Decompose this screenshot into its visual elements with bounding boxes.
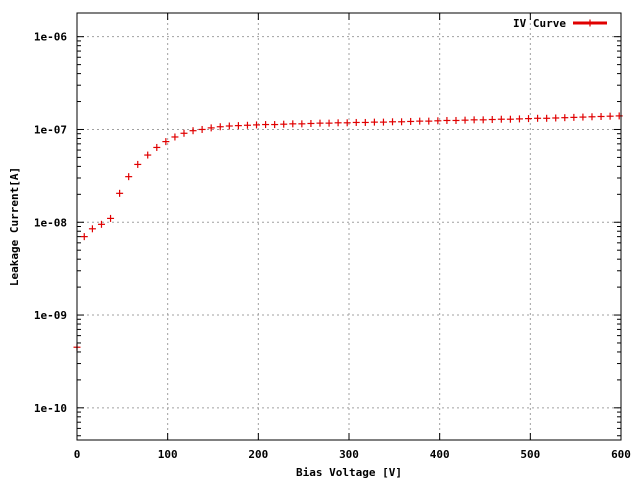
data-point (379, 118, 387, 126)
y-tick-label: 1e-10 (34, 402, 67, 415)
data-point (307, 119, 315, 127)
legend: IV Curve (513, 17, 607, 30)
data-point (389, 118, 397, 126)
data-point (398, 118, 406, 126)
data-point (180, 129, 188, 137)
data-point (561, 114, 569, 122)
data-point (289, 120, 297, 128)
data-point (125, 173, 133, 181)
data-points (73, 112, 623, 351)
y-tick-label: 1e-08 (34, 216, 67, 229)
data-point (334, 119, 342, 127)
data-point (443, 116, 451, 124)
data-point (97, 220, 105, 228)
data-point (525, 115, 533, 123)
legend-label-iv-curve: IV Curve (513, 17, 566, 30)
grid-lines (77, 13, 621, 440)
data-point (434, 117, 442, 125)
x-tick-label: 500 (520, 448, 540, 461)
y-tick-label: 1e-07 (34, 123, 67, 136)
data-point (316, 119, 324, 127)
data-point (543, 114, 551, 122)
data-point (534, 114, 542, 122)
plot-frame (76, 12, 622, 441)
data-point (234, 122, 242, 130)
y-axis-label: Leakage Current[A] (8, 167, 21, 286)
data-point (271, 121, 279, 129)
data-point (361, 118, 369, 126)
data-point (198, 125, 206, 133)
data-point (588, 113, 596, 121)
data-point (488, 116, 496, 124)
y-tick-label: 1e-09 (34, 309, 67, 322)
x-tick-label: 0 (74, 448, 81, 461)
data-point (207, 124, 215, 132)
data-point (107, 214, 115, 222)
data-point (189, 127, 197, 135)
data-point (570, 113, 578, 121)
data-point (343, 119, 351, 127)
data-point (597, 112, 605, 120)
data-point (253, 121, 261, 129)
data-point (452, 116, 460, 124)
x-tick-label: 600 (611, 448, 631, 461)
data-point (479, 116, 487, 124)
x-tick-label: 100 (158, 448, 178, 461)
data-point (497, 115, 505, 123)
data-point (153, 143, 161, 151)
data-point (243, 121, 251, 129)
x-axis-label: Bias Voltage [V] (296, 466, 402, 479)
x-tick-label: 400 (430, 448, 450, 461)
data-point (606, 112, 614, 120)
data-point (370, 118, 378, 126)
data-point (116, 189, 124, 197)
data-point (416, 117, 424, 125)
axis-ticks (76, 13, 622, 440)
data-point (461, 116, 469, 124)
data-point (171, 133, 179, 141)
data-point (262, 121, 270, 129)
data-point (425, 117, 433, 125)
data-point (80, 233, 88, 241)
data-point (162, 138, 170, 146)
data-point (225, 122, 233, 130)
data-point (515, 115, 523, 123)
data-point (144, 151, 152, 159)
data-point (352, 118, 360, 126)
data-point (615, 112, 623, 120)
data-point (134, 160, 142, 168)
data-point (506, 115, 514, 123)
data-point (552, 114, 560, 122)
legend-marker (586, 19, 594, 27)
data-point (470, 116, 478, 124)
data-point (325, 119, 333, 127)
data-point (216, 123, 224, 131)
data-point (298, 120, 306, 128)
data-point (579, 113, 587, 121)
data-point (407, 117, 415, 125)
tick-labels: 0 100 200 300 400 500 600 1e-10 1e-09 1e-08 1e-07 1… (34, 31, 631, 461)
data-point (88, 225, 96, 233)
data-point (280, 120, 288, 128)
y-tick-label: 1e-06 (34, 31, 67, 44)
x-tick-label: 200 (248, 448, 268, 461)
x-tick-label: 300 (339, 448, 359, 461)
